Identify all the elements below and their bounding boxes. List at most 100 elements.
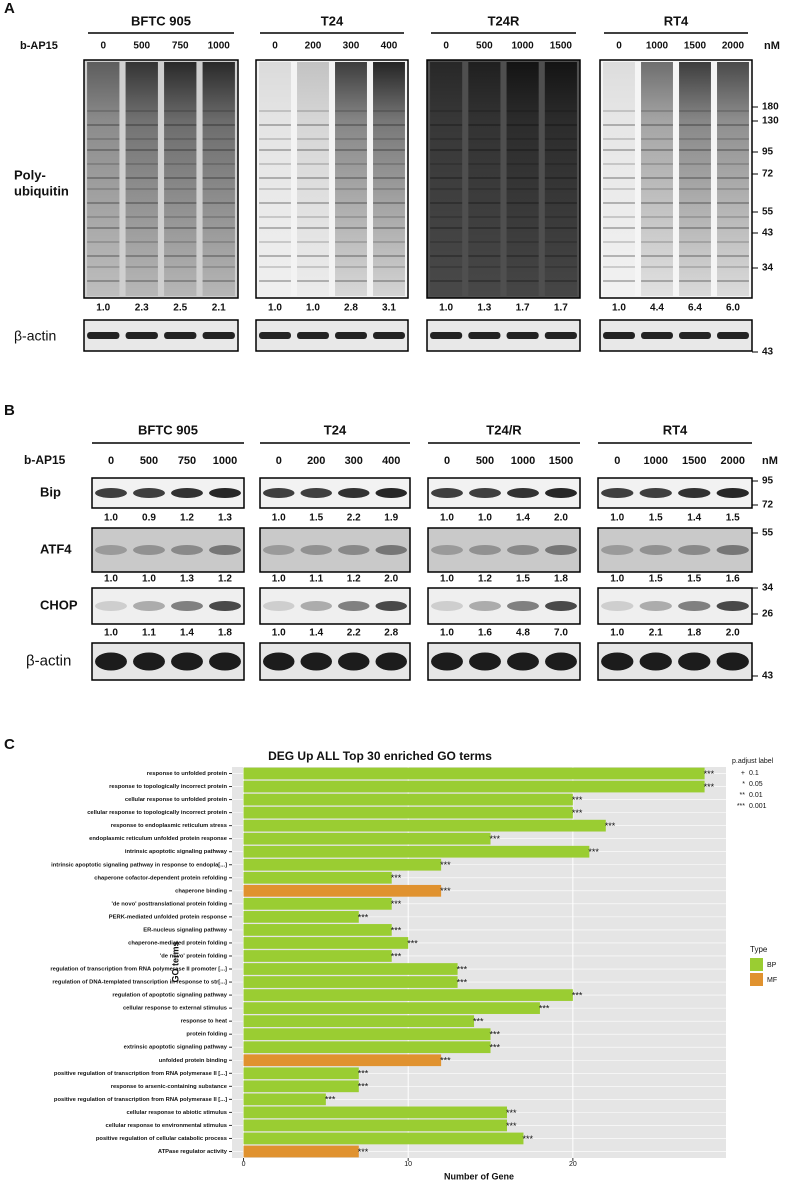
lane-smear bbox=[259, 62, 291, 296]
lane-band bbox=[259, 149, 291, 151]
lane-band bbox=[87, 202, 120, 204]
blot-label: Poly- bbox=[14, 167, 46, 182]
y-tick-label: response to heat bbox=[181, 1019, 227, 1025]
lane-band bbox=[202, 202, 235, 204]
dose-label: 400 bbox=[381, 41, 398, 52]
band bbox=[263, 601, 295, 611]
lane-band bbox=[603, 177, 635, 179]
lane-band bbox=[125, 138, 158, 140]
lane-band bbox=[297, 188, 329, 190]
y-tick-label: ATPase regulator activity bbox=[158, 1149, 228, 1155]
lane-band bbox=[468, 216, 501, 218]
row-label: Bip bbox=[40, 484, 61, 499]
value-label: *** bbox=[457, 977, 468, 987]
lane-band bbox=[259, 227, 291, 229]
dose-label: 500 bbox=[476, 41, 493, 52]
quant-label: 1.0 bbox=[440, 574, 454, 585]
lane-band bbox=[506, 266, 539, 268]
lane-band bbox=[297, 227, 329, 229]
lane-band bbox=[544, 227, 577, 229]
band bbox=[545, 545, 577, 555]
band bbox=[507, 601, 539, 611]
lane-band bbox=[125, 241, 158, 243]
lane-band bbox=[87, 149, 120, 151]
y-tick-label: chaperone cofactor-dependent protein ref… bbox=[94, 875, 227, 881]
band bbox=[300, 488, 332, 498]
bar bbox=[243, 1119, 507, 1132]
dose-label: 300 bbox=[345, 455, 363, 467]
dose-label: 500 bbox=[133, 41, 150, 52]
bar bbox=[243, 793, 573, 806]
lane-band bbox=[641, 149, 673, 151]
lane-band bbox=[506, 138, 539, 140]
lane-band bbox=[87, 280, 120, 282]
lane-band bbox=[125, 110, 158, 112]
lane-band bbox=[164, 188, 197, 190]
bar bbox=[243, 871, 392, 884]
lane-band bbox=[468, 202, 501, 204]
marker-label: 34 bbox=[762, 583, 774, 594]
lane-band bbox=[164, 138, 197, 140]
lane-band bbox=[506, 188, 539, 190]
bar bbox=[243, 1145, 359, 1158]
lane-smear bbox=[641, 62, 673, 296]
band bbox=[601, 601, 634, 611]
marker-label: 130 bbox=[762, 116, 779, 127]
lane-band bbox=[87, 227, 120, 229]
dose-label: 0 bbox=[108, 455, 114, 467]
quant-label: 1.3 bbox=[180, 574, 194, 585]
value-label: *** bbox=[391, 951, 402, 961]
lane-band bbox=[164, 202, 197, 204]
lane-band bbox=[430, 216, 463, 218]
marker-label: 43 bbox=[762, 347, 774, 358]
lane-band bbox=[641, 227, 673, 229]
bar bbox=[243, 1015, 475, 1028]
quant-label: 1.4 bbox=[687, 513, 701, 524]
lane-band bbox=[373, 280, 405, 282]
lane-band bbox=[679, 149, 711, 151]
lane-band bbox=[164, 149, 197, 151]
y-tick-label: extrinsic apoptotic signaling pathway bbox=[124, 1045, 228, 1051]
group-title: BFTC 905 bbox=[138, 422, 198, 437]
actin-band bbox=[717, 332, 749, 339]
lane-band bbox=[202, 280, 235, 282]
lane-band bbox=[335, 202, 367, 204]
value-label: *** bbox=[358, 912, 369, 922]
value-label: *** bbox=[473, 1017, 484, 1027]
actin-band bbox=[544, 332, 577, 339]
lane-band bbox=[544, 149, 577, 151]
band bbox=[263, 652, 295, 671]
lane-band bbox=[603, 266, 635, 268]
lane-band bbox=[373, 266, 405, 268]
lane-band bbox=[641, 163, 673, 165]
y-tick-label: cellular response to environmental stimu… bbox=[106, 1123, 227, 1129]
y-tick-label: cellular response to abiotic stimulus bbox=[126, 1110, 227, 1116]
lane-band bbox=[544, 188, 577, 190]
lane-band bbox=[603, 216, 635, 218]
lane-band bbox=[125, 227, 158, 229]
dose-label: 1000 bbox=[646, 41, 669, 52]
legend-key bbox=[750, 958, 763, 971]
bar bbox=[243, 924, 392, 936]
band bbox=[639, 652, 672, 671]
lane-smear bbox=[125, 62, 158, 296]
y-tick-label: chaperone binding bbox=[175, 888, 227, 894]
dose-label: 750 bbox=[178, 455, 196, 467]
blot bbox=[91, 527, 245, 573]
lane-band bbox=[717, 216, 749, 218]
actin-label: β-actin bbox=[14, 328, 56, 344]
dose-label: 500 bbox=[476, 455, 494, 467]
quant-label: 1.8 bbox=[687, 628, 701, 639]
lane-band bbox=[603, 227, 635, 229]
quant-label: 1.2 bbox=[478, 574, 492, 585]
actin-band bbox=[641, 332, 673, 339]
lane-band bbox=[717, 202, 749, 204]
lane-band bbox=[335, 266, 367, 268]
quant-label: 1.0 bbox=[306, 303, 320, 314]
lane-band bbox=[202, 188, 235, 190]
quant-label: 2.8 bbox=[384, 628, 398, 639]
quant-label: 1.5 bbox=[687, 574, 701, 585]
lane-band bbox=[717, 110, 749, 112]
lane-band bbox=[125, 280, 158, 282]
